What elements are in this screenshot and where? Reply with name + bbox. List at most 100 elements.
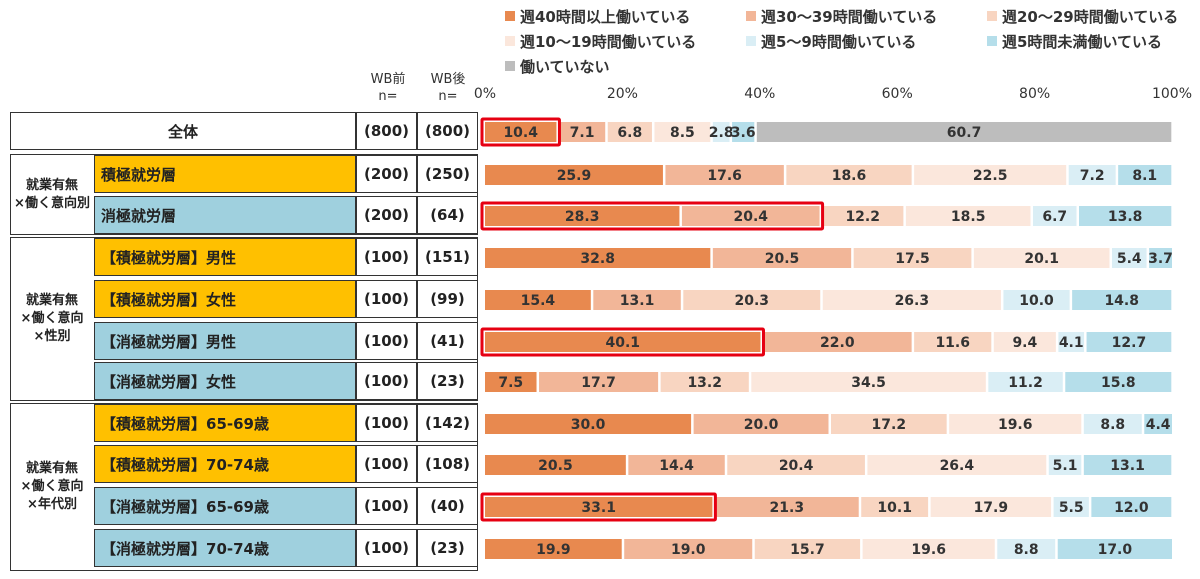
bar-segment: [1058, 332, 1085, 352]
data-label: 10.1: [877, 500, 912, 516]
row-label: 積極就労層: [94, 155, 356, 193]
row-label: 【消極就労層】65-69歳: [94, 487, 356, 525]
data-label: 13.8: [1108, 209, 1143, 225]
data-label: 22.0: [820, 335, 855, 351]
bar-segment: [1053, 497, 1089, 517]
legend-label: 週5時間未満働いている: [1002, 33, 1162, 51]
data-label: 19.0: [671, 542, 706, 558]
legend-swatch: [746, 11, 756, 21]
group-label: 就業有無 ×働く意向 ×年代別: [20, 461, 84, 512]
n-after: (23): [417, 529, 478, 567]
highlight-box: [480, 327, 765, 357]
n-after: (142): [417, 404, 478, 442]
data-label: 9.4: [1012, 335, 1037, 351]
legend-swatch: [987, 36, 997, 46]
bar-segment: [712, 122, 730, 142]
row-label: 全体: [10, 112, 356, 150]
data-label: 28.3: [565, 209, 600, 225]
row-label: 消極就労層: [94, 196, 356, 234]
data-label: 20.0: [744, 417, 779, 433]
bar-segment: [997, 539, 1056, 559]
data-label: 19.6: [911, 542, 946, 558]
data-label: 26.4: [940, 458, 975, 474]
bar-segment: [485, 290, 591, 310]
bar-segment: [732, 122, 755, 142]
data-label: 8.5: [670, 125, 695, 141]
data-label: 15.7: [790, 542, 825, 558]
header-before-label: WB前: [370, 72, 406, 87]
highlight-box: [480, 201, 825, 231]
bar-segment: [1086, 332, 1172, 352]
legend-swatch: [746, 36, 756, 46]
data-label: 11.2: [1008, 375, 1043, 391]
data-label: 15.4: [521, 293, 556, 309]
bar-segment: [822, 206, 904, 226]
bar-segment: [1079, 206, 1172, 226]
bar-segment: [693, 414, 829, 434]
bar-segment: [867, 455, 1047, 475]
legend-label: 働いていない: [520, 58, 610, 76]
n-after: (250): [417, 155, 478, 193]
n-before: (100): [356, 362, 417, 400]
x-tick-label: 20%: [606, 86, 638, 102]
data-label: 5.5: [1059, 500, 1084, 516]
n-before: (100): [356, 487, 417, 525]
legend-swatch: [987, 11, 997, 21]
bar-segment: [485, 455, 626, 475]
n-before: (100): [356, 238, 417, 276]
bar-segment: [762, 332, 912, 352]
data-label: 19.9: [536, 542, 571, 558]
data-label: 10.0: [1019, 293, 1054, 309]
data-label: 12.0: [1114, 500, 1149, 516]
bar-segment: [485, 332, 761, 352]
n-before: (100): [356, 322, 417, 360]
legend-swatch: [505, 61, 515, 71]
data-label: 33.1: [581, 500, 616, 516]
bar-segment: [1032, 206, 1077, 226]
bar-segment: [539, 372, 659, 392]
bar-segment: [485, 122, 557, 142]
bar-segment: [973, 248, 1110, 268]
legend-item: 週10〜19時間働いている: [505, 31, 696, 52]
data-label: 17.9: [974, 500, 1009, 516]
data-label: 14.4: [659, 458, 694, 474]
data-label: 8.1: [1132, 168, 1157, 184]
bar-segment: [853, 248, 972, 268]
n-after: (41): [417, 322, 478, 360]
data-label: 17.7: [581, 375, 616, 391]
data-label: 22.5: [973, 168, 1008, 184]
data-label: 7.5: [498, 375, 523, 391]
bar-segment: [1083, 414, 1142, 434]
x-tick-label: 80%: [1019, 86, 1051, 102]
legend-swatch: [505, 11, 515, 21]
bar-segment: [681, 206, 820, 226]
bar-segment: [1065, 372, 1172, 392]
bar-segment: [485, 248, 711, 268]
header-wb-before: WB前 n=: [358, 71, 418, 105]
row-label: 【積極就労層】70-74歳: [94, 445, 356, 483]
n-before: (100): [356, 280, 417, 318]
bar-segment: [485, 165, 663, 185]
bar-segment: [1111, 248, 1147, 268]
data-label: 8.8: [1100, 417, 1125, 433]
data-label: 6.7: [1042, 209, 1067, 225]
bar-segment: [654, 122, 711, 142]
data-label: 12.7: [1112, 335, 1147, 351]
legend-item: 週20〜29時間働いている: [987, 6, 1178, 27]
n-before: (100): [356, 529, 417, 567]
bar-segment: [1072, 290, 1172, 310]
bar-segment: [993, 332, 1056, 352]
row-label: 【積極就労層】65-69歳: [94, 404, 356, 442]
data-label: 20.5: [538, 458, 573, 474]
legend-label: 週40時間以上働いている: [520, 8, 691, 26]
bar-segment: [1144, 414, 1172, 434]
data-label: 13.1: [620, 293, 655, 309]
bar-segment: [949, 414, 1082, 434]
n-before: (100): [356, 445, 417, 483]
data-label: 19.6: [998, 417, 1033, 433]
data-label: 3.6: [731, 125, 756, 141]
bar-segment: [1003, 290, 1070, 310]
data-label: 5.4: [1117, 251, 1142, 267]
data-label: 12.2: [845, 209, 880, 225]
n-after: (23): [417, 362, 478, 400]
